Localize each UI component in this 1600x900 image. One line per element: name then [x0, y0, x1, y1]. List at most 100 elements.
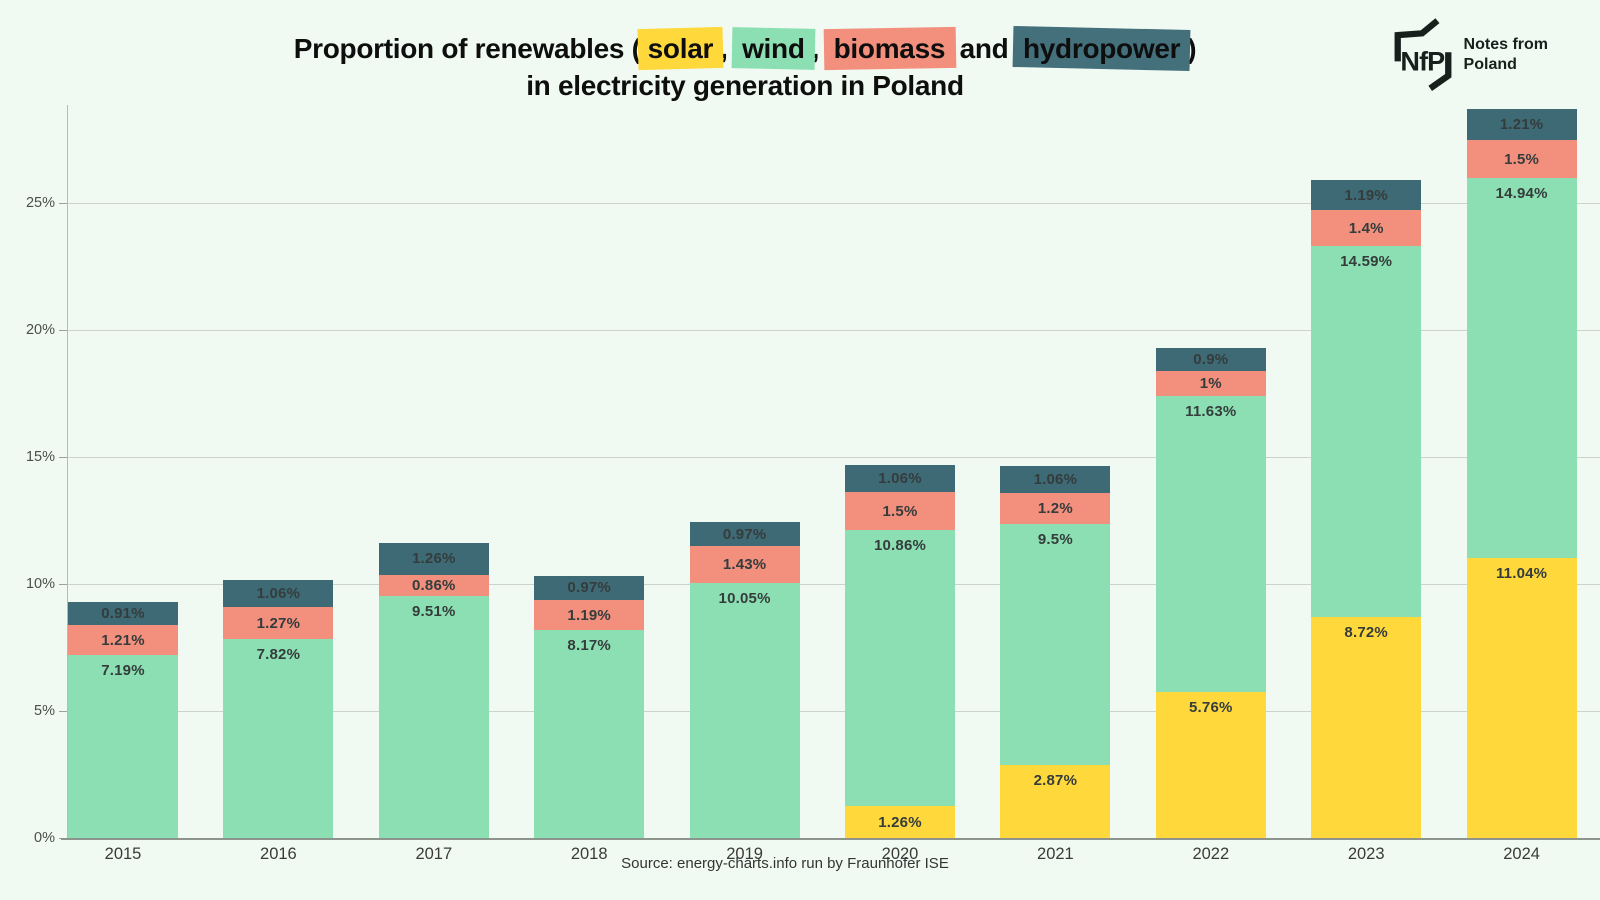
segment-wind-2020: 10.86% [845, 530, 955, 806]
segment-label-hydropower-2023: 1.19% [1344, 186, 1388, 204]
y-tick-5% [59, 711, 67, 712]
bar-2024: 1.21% 1.5% 14.94% 11.04% [1466, 109, 1577, 838]
segment-label-biomass-2024: 1.5% [1504, 150, 1540, 168]
x-axis-label-2021: 2021 [1037, 845, 1074, 863]
bar-2016: 1.06% 1.27% 7.82% [223, 580, 334, 838]
segment-wind-2021: 9.5% [1000, 523, 1111, 766]
segment-biomass-2023: 1.4% [1311, 210, 1422, 246]
segment-label-biomass-2016: 1.27% [256, 614, 301, 632]
segment-biomass-2019: 1.43% [689, 546, 800, 583]
segment-wind-2023: 14.59% [1311, 245, 1422, 617]
segment-biomass-2024: 1.5% [1466, 140, 1577, 179]
x-axis-label-2018: 2018 [570, 845, 608, 863]
segment-label-biomass-2023: 1.4% [1348, 219, 1384, 237]
segment-biomass-2021: 1.2% [1000, 493, 1111, 524]
gridline-20% [61, 330, 1600, 331]
x-axis-label-2016: 2016 [260, 845, 297, 863]
segment-hydropower-2015: 0.91% [68, 601, 178, 625]
chart-title: Proportion of renewables (solar, wind, b… [0, 30, 1490, 104]
segment-wind-2015: 7.19% [68, 655, 178, 838]
nfp-logo: NfP Notes from Poland [1394, 18, 1548, 92]
segment-biomass-2020: 1.5% [845, 492, 955, 531]
segment-biomass-2018: 1.19% [534, 600, 645, 631]
segment-label-wind-2020: 10.86% [873, 537, 927, 555]
bar-2020: 1.06% 1.5% 10.86% 1.26% [845, 465, 955, 838]
segment-hydropower-2017: 1.26% [378, 542, 489, 575]
segment-biomass-2022: 1% [1155, 370, 1266, 397]
title-text: , [720, 33, 728, 64]
title-hydropower-word: hydropower [1022, 33, 1181, 64]
bar-2015: 0.91% 1.21% 7.19% [68, 601, 178, 838]
segment-biomass-2016: 1.27% [223, 607, 334, 640]
bar-2017: 1.26% 0.86% 9.51% [378, 542, 489, 838]
bar-2019: 0.97% 1.43% 10.05% [689, 521, 800, 838]
segment-solar-2022: 5.76% [1155, 691, 1266, 838]
y-axis-label-20%: 20% [25, 322, 55, 338]
segment-label-wind-2024: 14.94% [1495, 185, 1548, 203]
gridline-5% [61, 711, 1600, 712]
x-axis-label-2023: 2023 [1347, 845, 1385, 863]
x-axis-label-2024: 2024 [1503, 845, 1540, 863]
title-highlight-wind: wind [736, 30, 811, 67]
segment-solar-2024: 11.04% [1466, 557, 1577, 838]
segment-label-biomass-2021: 1.2% [1037, 500, 1073, 518]
segment-solar-2021: 2.87% [1000, 765, 1111, 838]
title-biomass-word: biomass [833, 33, 946, 64]
segment-label-biomass-2020: 1.5% [882, 502, 918, 520]
chart-title-line1: Proportion of renewables (solar, wind, b… [0, 30, 1490, 67]
segment-label-hydropower-2016: 1.06% [256, 585, 301, 603]
x-axis-label-2019: 2019 [726, 845, 763, 863]
nfp-logo-text: Notes from Poland [1464, 35, 1548, 75]
gridline-10% [61, 584, 1600, 585]
title-highlight-biomass: biomass [828, 30, 952, 67]
segment-hydropower-2018: 0.97% [534, 575, 645, 601]
segment-label-biomass-2018: 1.19% [567, 606, 611, 624]
segment-label-hydropower-2020: 1.06% [878, 470, 922, 488]
segment-label-hydropower-2022: 0.9% [1193, 350, 1229, 368]
segment-label-solar-2020: 1.26% [878, 813, 922, 831]
segment-label-solar-2024: 11.04% [1495, 564, 1548, 582]
segment-hydropower-2016: 1.06% [223, 580, 334, 608]
segment-label-wind-2022: 11.63% [1185, 403, 1237, 421]
segment-wind-2017: 9.51% [378, 596, 489, 838]
y-tick-10% [59, 584, 67, 585]
segment-label-wind-2023: 14.59% [1340, 252, 1393, 270]
segment-hydropower-2020: 1.06% [845, 465, 955, 493]
segment-label-hydropower-2021: 1.06% [1033, 471, 1078, 489]
segment-label-hydropower-2015: 0.91% [101, 604, 145, 622]
segment-hydropower-2022: 0.9% [1155, 348, 1266, 371]
segment-wind-2019: 10.05% [689, 582, 800, 838]
title-wind-word: wind [742, 33, 805, 64]
logo-name-line1: Notes from [1463, 36, 1548, 53]
segment-label-wind-2019: 10.05% [718, 589, 771, 607]
segment-label-solar-2023: 8.72% [1344, 623, 1388, 641]
svg-text:NfP: NfP [1400, 45, 1445, 76]
x-axis-label-2015: 2015 [104, 845, 142, 863]
source-caption: Source: energy-charts.info run by Fraunh… [621, 855, 949, 872]
y-axis-label-0%: 0% [34, 830, 55, 846]
bar-2021: 1.06% 1.2% 9.5% 2.87% [1000, 466, 1111, 838]
title-text: Proportion of renewables ( [293, 33, 641, 64]
nfp-logo-icon: NfP [1394, 18, 1451, 91]
title-text: , [811, 33, 820, 64]
gridline-15% [61, 457, 1600, 458]
gridline-25% [61, 203, 1600, 204]
bar-2022: 0.9% 1% 11.63% 5.76% [1155, 348, 1266, 838]
segment-solar-2023: 8.72% [1311, 616, 1422, 838]
title-highlight-hydropower: hydropower [1017, 30, 1186, 67]
y-axis-label-15%: 15% [25, 449, 55, 465]
title-highlight-solar: solar [642, 30, 719, 67]
title-solar-word: solar [647, 33, 714, 64]
y-tick-25% [59, 203, 67, 204]
segment-label-hydropower-2024: 1.21% [1499, 116, 1544, 134]
x-axis-label-2022: 2022 [1192, 845, 1230, 863]
y-axis-line [67, 105, 68, 838]
segment-hydropower-2023: 1.19% [1311, 180, 1422, 211]
segment-biomass-2017: 0.86% [378, 574, 489, 597]
x-axis-label-2020: 2020 [881, 845, 919, 863]
segment-wind-2018: 8.17% [534, 630, 645, 838]
logo-name-line2: Poland [1463, 56, 1517, 73]
segment-label-hydropower-2018: 0.97% [567, 579, 611, 597]
segment-label-solar-2021: 2.87% [1033, 772, 1078, 790]
